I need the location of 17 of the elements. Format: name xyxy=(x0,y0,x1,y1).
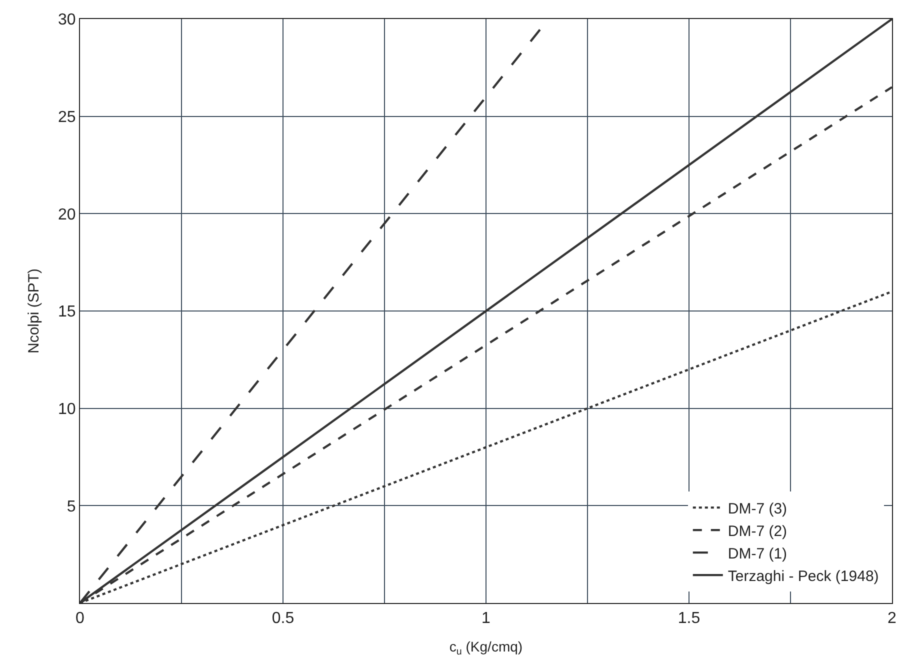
x-tick-label: 1 xyxy=(482,610,491,628)
x-tick-label: 2 xyxy=(888,610,897,628)
x-tick-label: 1.5 xyxy=(678,610,700,628)
legend-label: DM-7 (3) xyxy=(728,500,788,518)
x-tick-label: 0 xyxy=(76,610,85,628)
y-tick-label: 15 xyxy=(58,304,76,321)
y-tick-label: 10 xyxy=(58,400,76,418)
y-tick-label: 30 xyxy=(58,12,76,29)
legend-label: DM-7 (2) xyxy=(728,522,788,540)
y-tick-label: 5 xyxy=(66,498,76,516)
x-axis-title: c$_{u}$ (Kg/cmq) xyxy=(449,638,523,658)
x-tick-label: 0.5 xyxy=(272,610,294,628)
y-tick-label: 25 xyxy=(58,108,76,126)
y-axis-title: Ncolpi (SPT) xyxy=(25,268,42,354)
legend-label: DM-7 (1) xyxy=(728,545,788,562)
legend-label: Terzaghi - Peck (1948) xyxy=(728,568,879,585)
y-tick-label: 20 xyxy=(58,206,76,224)
